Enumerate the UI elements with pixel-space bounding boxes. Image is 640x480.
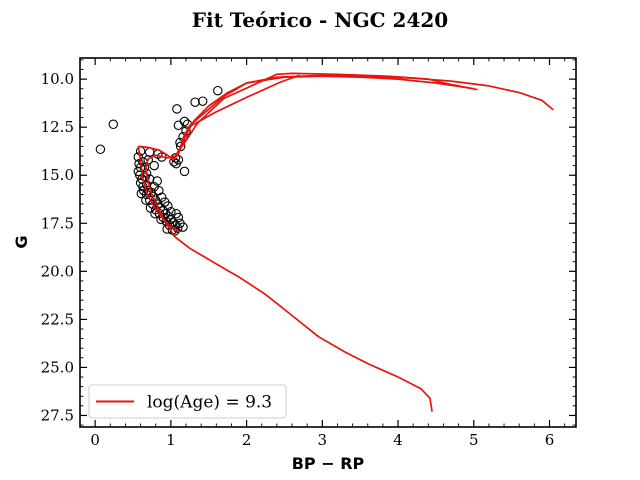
data-point xyxy=(213,85,223,96)
x-tick-label: 6 xyxy=(545,431,555,449)
data-point xyxy=(190,97,200,107)
isochrone-line-4 xyxy=(181,72,478,147)
legend-box xyxy=(88,384,287,419)
data-point xyxy=(169,157,179,167)
data-point xyxy=(197,96,208,106)
y-axis-label: G xyxy=(12,235,31,248)
x-tick-label: 5 xyxy=(469,431,479,449)
data-point xyxy=(172,104,182,114)
y-tick-label: 25.0 xyxy=(41,358,74,376)
data-point xyxy=(179,166,190,177)
legend: log(Age) = 9.3 xyxy=(88,384,287,419)
x-tick-label: 1 xyxy=(166,431,176,449)
data-point xyxy=(149,160,159,171)
data-point xyxy=(136,188,147,199)
x-axis-label: BP − RP xyxy=(292,454,365,473)
isochrone-line-3 xyxy=(138,75,474,161)
data-point xyxy=(175,141,186,152)
y-tick-label: 10.0 xyxy=(41,70,74,88)
y-tick-label: 22.5 xyxy=(41,310,74,328)
data-point xyxy=(144,174,155,184)
data-point xyxy=(179,116,190,127)
data-point xyxy=(108,119,119,130)
plot-background xyxy=(80,58,576,427)
data-point xyxy=(143,155,153,165)
data-point xyxy=(95,144,106,155)
legend-label: log(Age) = 9.3 xyxy=(147,393,272,413)
x-tick-label: 0 xyxy=(90,431,100,449)
isochrone-line-2 xyxy=(137,146,181,233)
y-tick-label: 20.0 xyxy=(41,262,74,280)
data-point xyxy=(139,162,150,173)
data-point xyxy=(166,206,176,217)
x-tick-label: 2 xyxy=(242,431,252,449)
x-tick-label: 3 xyxy=(318,431,328,449)
isochrone-line-1 xyxy=(145,74,554,412)
y-tick-label: 17.5 xyxy=(41,214,74,232)
data-point xyxy=(152,176,162,186)
data-point xyxy=(178,222,188,232)
data-point xyxy=(171,208,181,219)
x-tick-label: 4 xyxy=(393,431,403,449)
y-tick-label: 12.5 xyxy=(41,118,74,136)
series-layer xyxy=(95,72,554,412)
plot-area xyxy=(80,58,576,427)
isochrone-line-5 xyxy=(191,74,300,127)
axes-layer: 0 1 2 3 4 5 6 10.0 12.5 15.0 17.5 20.0 22.5 25.0 27.5 xyxy=(41,57,577,449)
data-point xyxy=(138,185,149,196)
data-point xyxy=(171,158,181,169)
chart-title: Fit Teórico - NGC 2420 xyxy=(192,8,448,32)
y-tick-label: 15.0 xyxy=(41,166,74,184)
y-tick-label: 27.5 xyxy=(41,406,74,424)
data-point xyxy=(160,197,170,207)
